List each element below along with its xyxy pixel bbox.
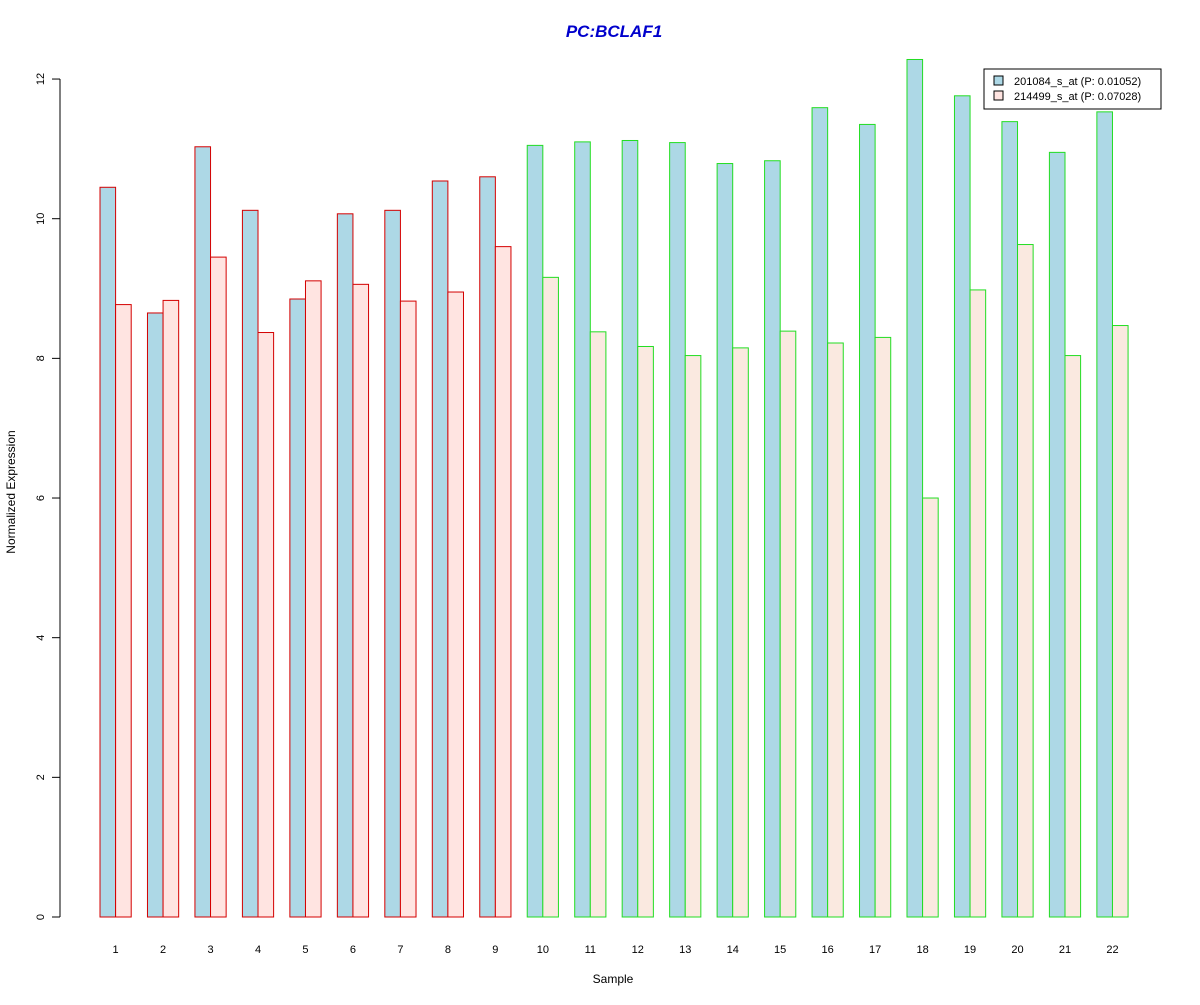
bar-201084-s-at	[621, 139, 639, 918]
y-tick-label: 12	[35, 73, 47, 85]
bar-201084-s-at	[764, 160, 781, 918]
bar-201084-s-at	[1096, 111, 1113, 918]
x-tick-labels: 1 2 3 4 5 6 7 8 9 10 11 12 13 14 15 16 17 18 19 20 21 22	[113, 944, 1119, 956]
bar-201084-s-at	[336, 213, 354, 918]
bar-201084-s-at	[241, 209, 259, 918]
bar-201084-s-at	[859, 123, 876, 918]
x-tick-label: 16	[822, 944, 834, 956]
y-tick-label: 0	[35, 914, 47, 920]
x-tick-label: 1	[113, 944, 119, 956]
bar-214499-s-at	[1064, 355, 1082, 918]
bar-214499-s-at	[874, 336, 892, 918]
bar-201084-s-at	[479, 176, 496, 918]
x-tick-label: 15	[774, 944, 786, 956]
bar-214499-s-at	[447, 291, 464, 918]
bar-214499-s-at	[779, 330, 797, 918]
y-axis: 0 2 4 6 8 10 12	[35, 73, 61, 920]
bar-214499-s-at	[684, 355, 702, 918]
x-axis-title: Sample	[593, 972, 634, 986]
x-tick-label: 19	[964, 944, 976, 956]
x-tick-label: 21	[1059, 944, 1071, 956]
bar-201084-s-at	[146, 312, 164, 918]
bar-214499-s-at	[162, 299, 180, 918]
x-tick-label: 9	[492, 944, 498, 956]
bars-group	[99, 58, 1129, 918]
x-tick-label: 2	[160, 944, 166, 956]
y-tick-label: 2	[35, 774, 47, 780]
x-tick-label: 5	[302, 944, 308, 956]
bar-201084-s-at	[194, 146, 212, 918]
bar-201084-s-at	[574, 141, 591, 918]
x-tick-label: 12	[632, 944, 644, 956]
bar-201084-s-at	[906, 58, 924, 918]
x-tick-label: 18	[916, 944, 928, 956]
bar-214499-s-at	[827, 342, 844, 918]
x-tick-label: 10	[537, 944, 549, 956]
x-tick-label: 17	[869, 944, 881, 956]
x-tick-label: 13	[679, 944, 691, 956]
bar-214499-s-at	[1111, 325, 1129, 918]
chart-title: PC:BCLAF1	[566, 22, 662, 41]
bar-214499-s-at	[304, 280, 322, 918]
bar-201084-s-at	[1001, 121, 1019, 918]
bar-201084-s-at	[953, 95, 971, 918]
bar-201084-s-at	[384, 209, 401, 918]
y-tick-label: 6	[35, 495, 47, 501]
bar-214499-s-at	[257, 332, 275, 918]
bar-201084-s-at	[716, 163, 734, 918]
legend-label-series-1: 201084_s_at (P: 0.01052)	[1014, 76, 1141, 88]
bar-201084-s-at	[99, 186, 117, 918]
bar-214499-s-at	[494, 246, 512, 918]
bar-214499-s-at	[969, 289, 987, 918]
bar-214499-s-at	[1017, 244, 1034, 918]
y-tick-label: 8	[35, 355, 47, 361]
bar-201084-s-at	[811, 107, 829, 918]
x-tick-label: 20	[1011, 944, 1023, 956]
bar-201084-s-at	[526, 144, 544, 918]
x-tick-label: 6	[350, 944, 356, 956]
x-tick-label: 8	[445, 944, 451, 956]
x-tick-label: 11	[585, 944, 596, 956]
bar-214499-s-at	[115, 304, 132, 918]
y-tick-label: 4	[35, 635, 47, 641]
x-tick-label: 4	[255, 944, 261, 956]
legend: 201084_s_at (P: 0.01052) 214499_s_at (P:…	[983, 68, 1162, 110]
legend-box	[983, 68, 1162, 110]
bar-214499-s-at	[352, 283, 370, 918]
bar-214499-s-at	[542, 276, 559, 918]
x-tick-label: 22	[1106, 944, 1118, 956]
bar-201084-s-at	[669, 142, 686, 918]
x-tick-label: 14	[727, 944, 739, 956]
x-tick-label: 7	[397, 944, 403, 956]
bar-214499-s-at	[732, 347, 749, 918]
x-tick-label: 3	[207, 944, 213, 956]
y-tick-label: 10	[35, 213, 47, 225]
legend-label-series-2: 214499_s_at (P: 0.07028)	[1014, 91, 1141, 103]
bar-214499-s-at	[210, 256, 227, 918]
bar-214499-s-at	[399, 300, 417, 918]
bar-201084-s-at	[289, 298, 306, 918]
bar-201084-s-at	[431, 180, 449, 918]
bar-214499-s-at	[589, 331, 607, 918]
bar-214499-s-at	[637, 345, 654, 918]
legend-swatch-series-1	[993, 75, 1004, 86]
legend-swatch-series-2	[993, 90, 1004, 101]
bar-201084-s-at	[1048, 151, 1066, 918]
bar-214499-s-at	[922, 497, 939, 918]
y-axis-title: Normalized Expression	[4, 430, 18, 553]
